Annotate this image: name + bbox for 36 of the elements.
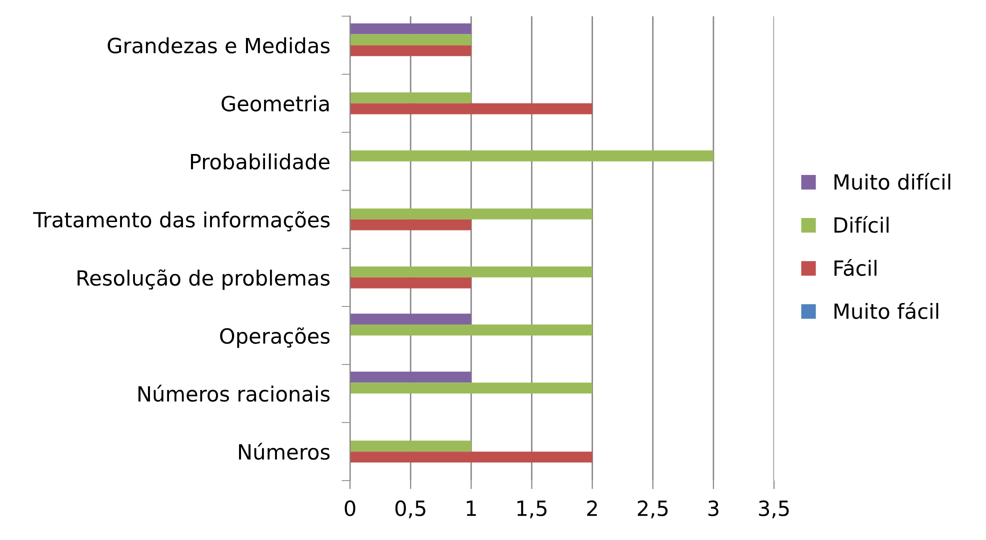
bar [350, 103, 592, 114]
bar [350, 34, 472, 46]
y-tick-label: Operações [220, 327, 330, 348]
y-tick-label: Números [239, 442, 330, 460]
y-tick-label: Probabilidade [190, 153, 330, 170]
x-tick-label: 3 [708, 500, 718, 516]
x-tick-label: 1 [466, 500, 476, 516]
legend-label: Difícil [834, 216, 889, 233]
y-tick-label: Grandezas e Medidas [108, 37, 330, 54]
bar [350, 150, 714, 162]
bar [350, 23, 472, 34]
legend-label: Muito difícil [834, 172, 950, 190]
bar [350, 382, 592, 394]
x-tick-label: 2 [587, 500, 597, 516]
bar [350, 208, 592, 220]
y-tick-label: Tratamento das informações [33, 211, 330, 232]
bar [350, 219, 472, 230]
y-tick-label: Geometria [222, 95, 329, 112]
y-tick-label: Números racionais [138, 384, 330, 402]
x-tick-label: 0 [344, 500, 356, 516]
x-tick-label: 2,5 [638, 500, 668, 518]
bar [350, 277, 472, 288]
y-tick-label: Resolução de problemas [78, 269, 330, 290]
bar [350, 440, 472, 452]
x-tick-label: 1,5 [517, 500, 546, 518]
legend-label: Muito fácil [834, 302, 938, 320]
bar [350, 314, 472, 325]
bar [350, 45, 472, 56]
x-tick-label: 0,5 [395, 500, 426, 518]
x-tick-label: 3,5 [759, 500, 789, 518]
bar [350, 452, 592, 462]
legend-label: Fácil [834, 259, 876, 276]
bar [350, 324, 592, 336]
bar [350, 266, 592, 278]
bar [350, 372, 472, 383]
bar [350, 92, 472, 104]
